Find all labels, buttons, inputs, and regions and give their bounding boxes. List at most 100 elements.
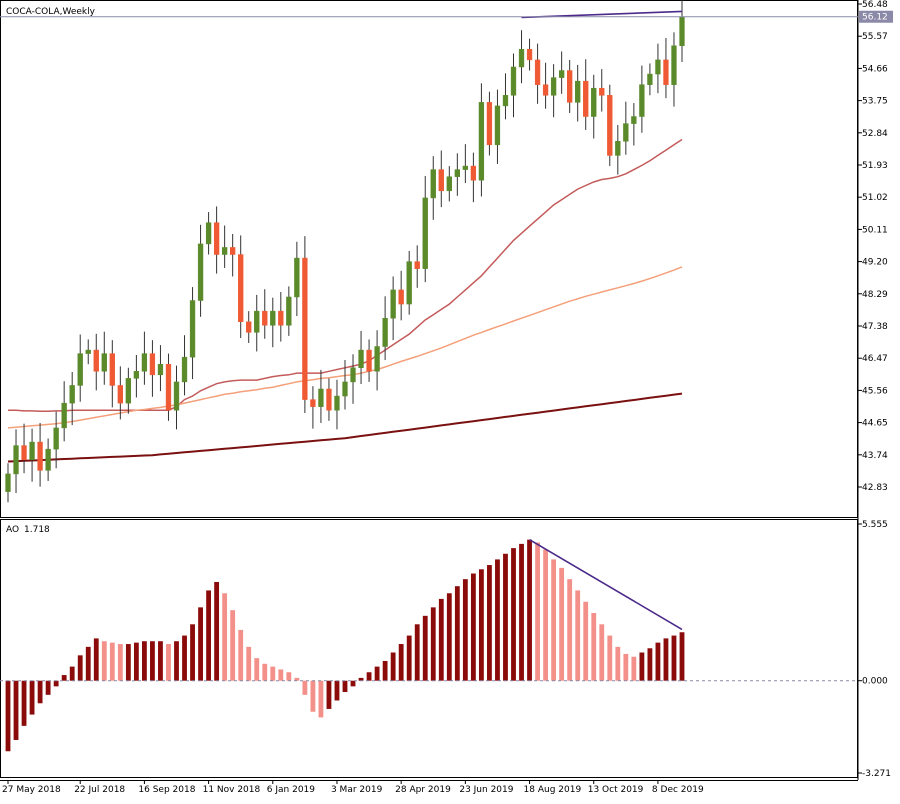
ao-bar [527,539,532,681]
ao-bar [599,624,605,681]
ao-bar [29,680,35,715]
price-tick-label: 49.20 [862,258,888,268]
candle-body [422,197,428,269]
candle-body [69,385,75,404]
ao-bar [350,680,356,687]
ao-bar [198,607,203,681]
candle-body [486,102,493,146]
ao-bar [559,567,565,681]
candle-body [550,77,557,96]
price-tick-label: 43.74 [862,451,888,461]
candle-body [246,321,252,333]
candle-body [181,356,188,383]
ao-bar [567,579,573,681]
ao-bar [503,553,508,681]
candle-body [21,445,27,461]
candle-body [125,378,132,404]
candle-body [358,349,364,369]
ao-bar [607,635,613,681]
candle-body [342,381,348,397]
price-tick-label: 55.57 [862,32,888,42]
candle-body [446,176,452,192]
ao-bar [487,565,492,681]
ao-value: 1.718 [24,525,50,535]
ao-bar [150,641,155,681]
ao-bar [13,680,19,740]
candle-body [77,353,83,386]
ao-bar [45,680,51,695]
ao-tick-label: -3.271 [862,769,891,779]
candle-body [390,289,396,319]
price-tick-label: 45.56 [862,386,888,396]
ao-bar [125,644,131,681]
candle-body [575,80,581,103]
ao-bar [663,638,669,681]
ao-bar [334,680,340,701]
price-tick-label: 42.83 [862,483,888,493]
candle-body [567,70,573,103]
candle-body [294,257,300,298]
ao-bar [679,632,685,681]
ao-bar [294,677,300,681]
candle-body [414,261,420,269]
price-tick-label: 53.75 [862,97,888,107]
time-tick-label: 11 Nov 2018 [203,785,261,795]
ao-bar [37,680,43,704]
ao-bar [374,666,380,681]
ao-bar [326,680,332,709]
candlesticks [5,0,685,503]
candle-body [366,349,372,372]
candle-body [270,310,276,326]
candle-body [189,300,196,358]
ao-bar [262,663,268,681]
time-tick-label: 18 Aug 2019 [524,785,582,795]
ao-bar [591,613,597,681]
candle-body [45,448,51,471]
ao-bar [535,542,540,681]
time-tick-label: 3 Mar 2019 [331,785,383,795]
candle-body [663,59,669,85]
ao-bar [454,586,460,681]
ao-bar [214,581,220,681]
candle-body [374,346,380,372]
candle-body [37,441,43,471]
ao-bar [182,635,187,681]
ao-bar [246,646,252,681]
price-tick-label: 46.47 [862,354,888,364]
candle-body [478,102,485,181]
candle-body [213,222,220,255]
candle-body [141,353,148,372]
candle-body [109,353,115,386]
ao-bar [302,680,308,695]
candle-body [326,388,332,411]
ao-bar [583,601,589,681]
ao-bar [69,666,75,681]
ao-bar [478,569,484,681]
ao-bar [511,548,516,681]
time-tick-label: 13 Oct 2019 [588,785,644,795]
candle-body [607,95,613,156]
ao-bar [671,635,677,681]
current-price-label: 56.12 [862,13,888,23]
price-tick-label: 51.93 [862,161,888,171]
ao-bar [390,652,396,681]
candle-body [671,45,677,85]
ao-bar [631,656,637,681]
ao-bar [414,624,420,681]
ao-bar [615,646,621,681]
candle-body [615,141,621,156]
ao-label: AO [6,525,19,535]
candle-body [438,169,444,192]
candle-body [302,257,308,400]
ao-bar [61,675,67,681]
current-price-box [859,10,893,23]
ao-bar [470,573,476,681]
ao-bar [93,638,99,681]
candle-body [599,87,605,96]
ao-bar [623,653,629,681]
ao-bar [85,646,91,681]
candle-body [454,169,460,177]
ao-bar [462,579,468,681]
